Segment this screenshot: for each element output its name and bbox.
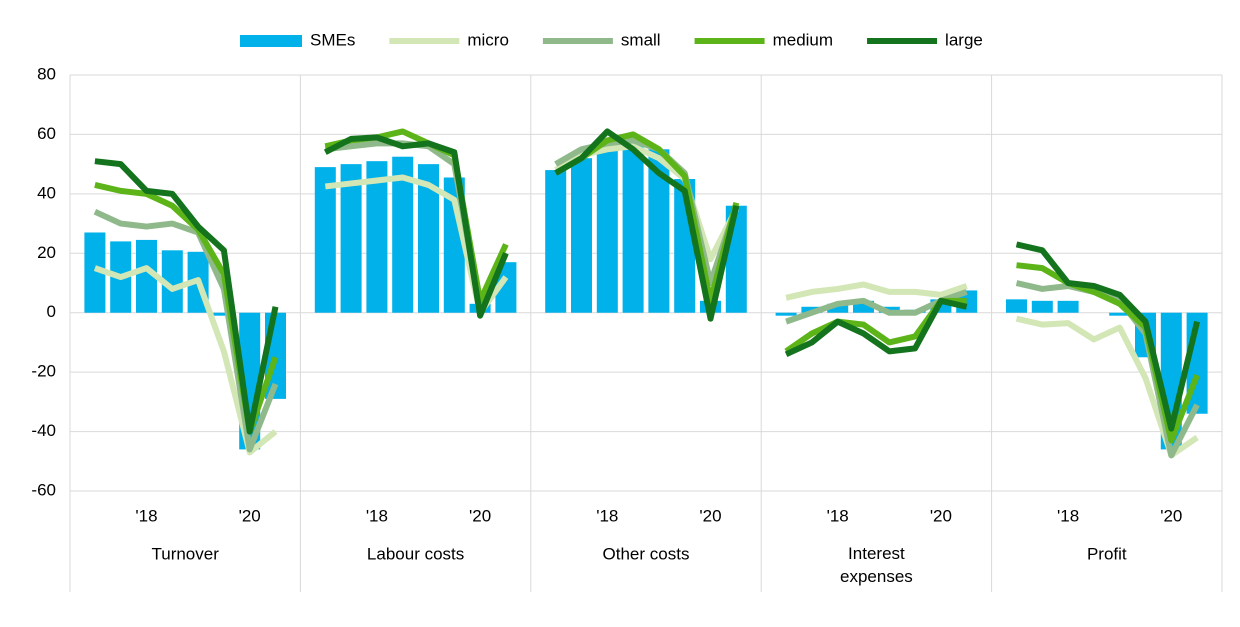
y-tick-label: 40 bbox=[37, 183, 56, 202]
line bbox=[323, 134, 509, 319]
bar bbox=[622, 140, 644, 313]
bar bbox=[161, 250, 183, 313]
y-tick-label: -60 bbox=[31, 480, 56, 499]
bar bbox=[1057, 300, 1079, 313]
bar bbox=[1006, 299, 1027, 313]
legend-label: medium bbox=[773, 30, 833, 49]
bar bbox=[366, 161, 388, 313]
y-tick-label: -40 bbox=[31, 421, 56, 440]
panel-label: Labour costs bbox=[367, 544, 464, 563]
panel-label: Turnover bbox=[151, 544, 219, 563]
line bbox=[785, 281, 968, 301]
y-tick-label: 20 bbox=[37, 243, 56, 262]
legend-swatch bbox=[240, 35, 302, 47]
bar bbox=[495, 262, 517, 313]
x-tick-label: '20 bbox=[1160, 506, 1182, 525]
bar bbox=[648, 149, 670, 313]
line bbox=[1015, 241, 1201, 432]
bar bbox=[418, 164, 439, 313]
x-tick-label: '18 bbox=[1057, 506, 1079, 525]
bar bbox=[571, 158, 592, 313]
x-tick-label: '20 bbox=[239, 506, 261, 525]
line bbox=[784, 297, 968, 358]
legend-label: SMEs bbox=[310, 30, 355, 49]
panel-label: Profit bbox=[1087, 544, 1127, 563]
bar bbox=[1031, 300, 1053, 313]
x-tick-label: '20 bbox=[469, 506, 491, 525]
line bbox=[94, 158, 279, 435]
x-tick-label: '20 bbox=[930, 506, 952, 525]
panel-label: Other costs bbox=[603, 544, 690, 563]
panel-label-line: expenses bbox=[840, 567, 913, 586]
bar bbox=[84, 232, 106, 313]
x-tick-label: '18 bbox=[596, 506, 618, 525]
panel-label-line: Interest bbox=[848, 544, 905, 563]
bar bbox=[775, 312, 797, 316]
line bbox=[554, 128, 740, 322]
legend-label: micro bbox=[467, 30, 509, 49]
bar bbox=[392, 156, 414, 313]
bar bbox=[853, 300, 874, 313]
y-tick-label: -20 bbox=[31, 362, 56, 381]
x-tick-label: '20 bbox=[699, 506, 721, 525]
bar bbox=[340, 164, 362, 313]
y-tick-label: 0 bbox=[47, 302, 56, 321]
bar bbox=[827, 303, 849, 313]
bar bbox=[596, 146, 618, 313]
legend-label: large bbox=[945, 30, 983, 49]
x-tick-label: '18 bbox=[366, 506, 388, 525]
bar bbox=[136, 239, 157, 313]
panel-label: Interest expenses bbox=[840, 544, 913, 586]
y-tick-label: 60 bbox=[37, 124, 56, 143]
bar bbox=[314, 167, 336, 313]
x-tick-label: '18 bbox=[135, 506, 157, 525]
bar bbox=[545, 170, 567, 313]
x-tick-label: '18 bbox=[827, 506, 849, 525]
legend-label: small bbox=[621, 30, 661, 49]
y-tick-label: 80 bbox=[37, 64, 56, 83]
bar bbox=[213, 312, 235, 316]
bar bbox=[1109, 312, 1131, 316]
